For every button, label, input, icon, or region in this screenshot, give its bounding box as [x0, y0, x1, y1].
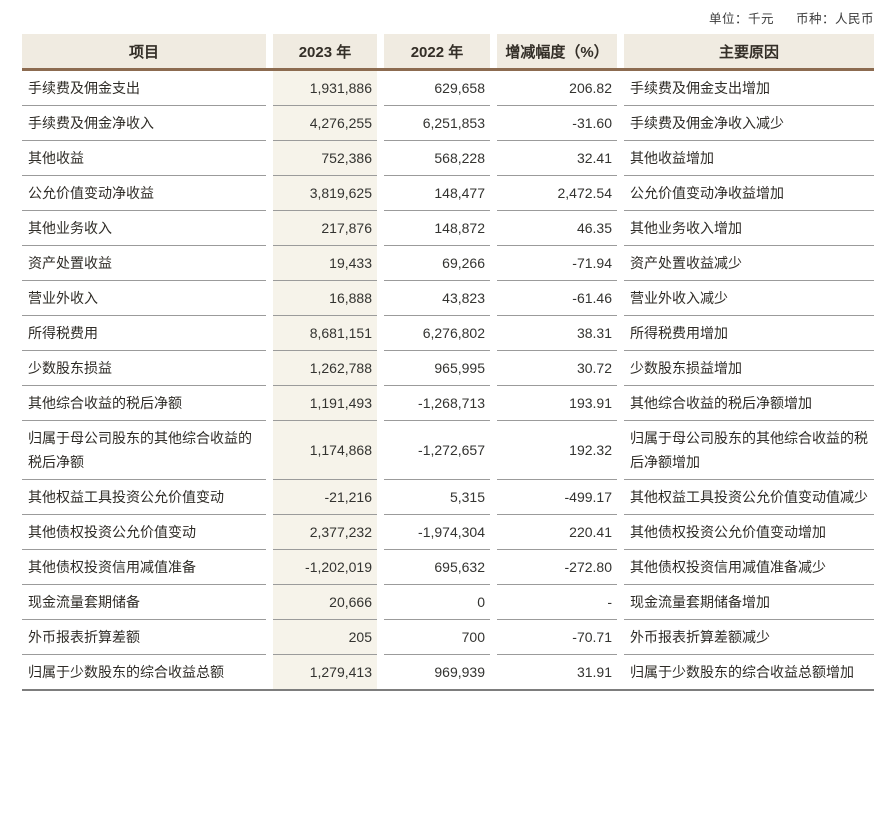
cell-reason: 现金流量套期储备增加: [624, 585, 874, 620]
cell-change-pct: -272.80: [497, 550, 617, 585]
cell-value-2022: 43,823: [384, 281, 490, 316]
cell-value-2022: 700: [384, 620, 490, 655]
cell-change-pct: 31.91: [576, 664, 612, 680]
cell-change-pct: 46.35: [497, 211, 617, 246]
cell-value-2023: 1,279,413: [273, 655, 377, 689]
cell-value-2023: 217,876: [273, 211, 377, 246]
cell-value-2023: 752,386: [273, 141, 377, 176]
cell-item: 少数股东损益: [22, 351, 266, 386]
column-header-2022: 2022 年: [384, 34, 490, 68]
cell-value-2023: 4,276,255: [273, 106, 377, 141]
cell-item: 其他综合收益的税后净额: [22, 386, 266, 421]
cell-item: 其他收益: [22, 141, 266, 176]
cell-value-2022: 148,872: [384, 211, 490, 246]
cell-reason: 资产处置收益减少: [624, 246, 874, 281]
cell-item: 公允价值变动净收益: [22, 176, 266, 211]
cell-value-2023: 2,377,232: [273, 515, 377, 550]
cell-item: 其他债权投资信用减值准备: [22, 550, 266, 585]
currency-label: 币种：人民币: [795, 12, 874, 26]
cell-value-2023: 8,681,151: [273, 316, 377, 351]
cell-value-2023: -21,216: [273, 480, 377, 515]
cell-value-2022: -1,974,304: [384, 515, 490, 550]
cell-value-2023: 20,666: [273, 585, 377, 620]
cell-reason: 公允价值变动净收益增加: [624, 176, 874, 211]
cell-reason: 归属于少数股东的综合收益总额增加: [630, 664, 854, 680]
cell-change-pct: -499.17: [497, 480, 617, 515]
cell-value-2023: 1,931,886: [273, 71, 377, 106]
cell-reason: 外币报表折算差额减少: [624, 620, 874, 655]
cell-value-2022: 629,658: [384, 71, 490, 106]
cell-item: 归属于母公司股东的其他综合收益的税后净额: [22, 421, 266, 480]
cell-value-2022: -1,268,713: [384, 386, 490, 421]
cell-change-pct: 206.82: [497, 71, 617, 106]
cell-reason: 其他收益增加: [624, 141, 874, 176]
cell-reason: 其他债权投资公允价值变动增加: [624, 515, 874, 550]
cell-reason: 营业外收入减少: [624, 281, 874, 316]
cell-item: 现金流量套期储备: [22, 585, 266, 620]
cell-value-2023: 1,262,788: [273, 351, 377, 386]
cell-change-pct: -: [497, 585, 617, 620]
unit-currency-note: 单位：千元 币种：人民币: [709, 8, 874, 27]
cell-value-2022: 148,477: [384, 176, 490, 211]
cell-value-2023: 19,433: [273, 246, 377, 281]
cell-value-2022: 0: [384, 585, 490, 620]
column-header-change: 增减幅度（%）: [497, 34, 617, 68]
cell-item: 其他权益工具投资公允价值变动: [22, 480, 266, 515]
cell-reason: 其他债权投资信用减值准备减少: [624, 550, 874, 585]
financial-changes-table: 项目 2023 年 2022 年 增减幅度（%） 主要原因 手续费及佣金支出 1…: [22, 34, 874, 691]
cell-item: 其他业务收入: [22, 211, 266, 246]
cell-value-2023: 16,888: [273, 281, 377, 316]
cell-value-2022: 69,266: [384, 246, 490, 281]
cell-value-2022: 6,276,802: [384, 316, 490, 351]
column-header-2023: 2023 年: [273, 34, 377, 68]
cell-item: 资产处置收益: [22, 246, 266, 281]
cell-value-2022: 965,995: [384, 351, 490, 386]
cell-item: 手续费及佣金支出: [22, 71, 266, 106]
cell-value-2022: 5,315: [384, 480, 490, 515]
cell-value-2022: -1,272,657: [384, 421, 490, 480]
cell-change-pct: 32.41: [497, 141, 617, 176]
cell-value-2022: 695,632: [384, 550, 490, 585]
cell-reason: 手续费及佣金净收入减少: [624, 106, 874, 141]
cell-value-2023: 1,191,493: [273, 386, 377, 421]
cell-change-pct: 30.72: [497, 351, 617, 386]
cell-value-2023: -1,202,019: [273, 550, 377, 585]
cell-value-2022: 969,939: [434, 664, 485, 680]
cell-change-pct: 220.41: [497, 515, 617, 550]
cell-reason: 其他综合收益的税后净额增加: [624, 386, 874, 421]
cell-item: 其他债权投资公允价值变动: [22, 515, 266, 550]
cell-item: 所得税费用: [22, 316, 266, 351]
column-header-item: 项目: [22, 34, 266, 68]
cell-item: 营业外收入: [22, 281, 266, 316]
cell-change-pct: -31.60: [497, 106, 617, 141]
cell-value-2023: 1,174,868: [273, 421, 377, 480]
cell-item: 手续费及佣金净收入: [22, 106, 266, 141]
cell-reason: 手续费及佣金支出增加: [624, 71, 874, 106]
cell-value-2022: 6,251,853: [384, 106, 490, 141]
cell-change-pct: -70.71: [497, 620, 617, 655]
cell-value-2023: 205: [273, 620, 377, 655]
cell-change-pct: 192.32: [497, 421, 617, 480]
cell-item: 外币报表折算差额: [22, 620, 266, 655]
cell-change-pct: 38.31: [497, 316, 617, 351]
table-bottom-rule: [22, 689, 874, 691]
unit-label: 单位：千元: [708, 12, 774, 26]
header-divider-rule: [22, 68, 874, 71]
cell-value-2022: 568,228: [384, 141, 490, 176]
cell-reason: 其他权益工具投资公允价值变动值减少: [624, 480, 874, 515]
column-header-reason: 主要原因: [624, 34, 874, 68]
cell-change-pct: 193.91: [497, 386, 617, 421]
cell-change-pct: -61.46: [497, 281, 617, 316]
cell-reason: 其他业务收入增加: [624, 211, 874, 246]
cell-reason: 少数股东损益增加: [624, 351, 874, 386]
cell-reason: 归属于母公司股东的其他综合收益的税后净额增加: [624, 421, 874, 480]
cell-change-pct: -71.94: [497, 246, 617, 281]
cell-reason: 所得税费用增加: [624, 316, 874, 351]
cell-item: 归属于少数股东的综合收益总额: [28, 664, 224, 680]
cell-value-2023: 3,819,625: [273, 176, 377, 211]
cell-change-pct: 2,472.54: [497, 176, 617, 211]
